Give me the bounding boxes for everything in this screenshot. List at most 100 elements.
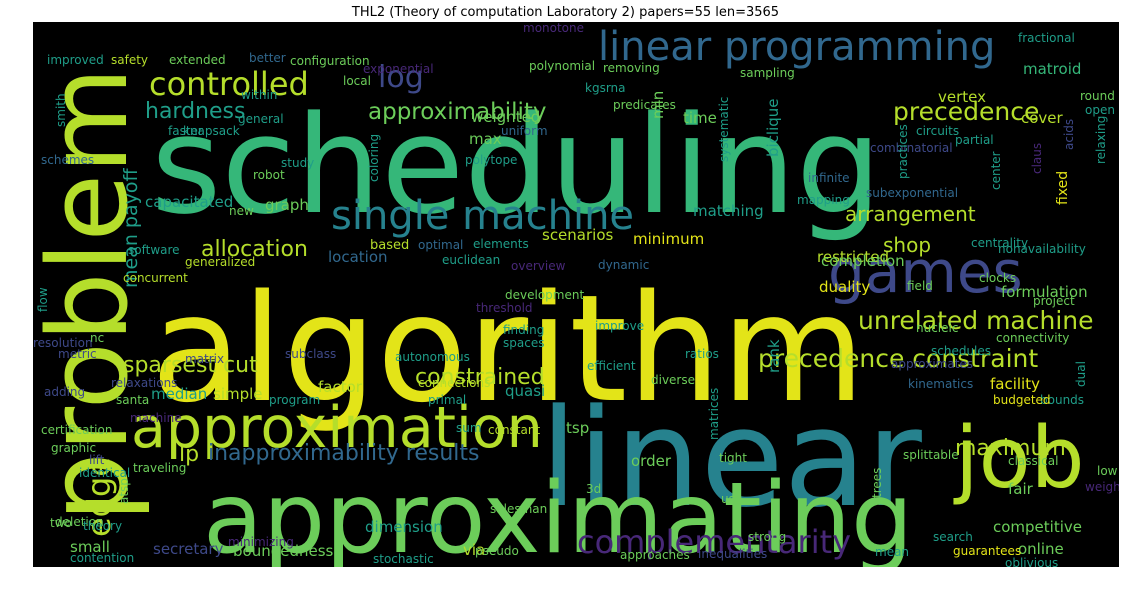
cloud-word: approaches <box>620 548 690 562</box>
cloud-word: time <box>683 109 717 127</box>
cloud-word: approximating <box>203 462 913 567</box>
cloud-word: tight <box>719 451 747 465</box>
cloud-word: mean <box>875 545 909 559</box>
cloud-word: sum <box>456 421 482 435</box>
cloud-word: spaces <box>503 336 544 350</box>
cloud-word: hardness <box>145 99 245 124</box>
cloud-word: connectivity <box>996 331 1069 345</box>
cloud-word: constrained <box>415 365 545 390</box>
cloud-word: fixed <box>1055 171 1071 205</box>
cloud-word: configuration <box>290 54 370 68</box>
cloud-word: nucleic <box>916 321 958 335</box>
cloud-word: based <box>370 238 409 253</box>
cloud-word: fair <box>1008 480 1034 498</box>
cloud-word: better <box>249 51 286 65</box>
cloud-word: certification <box>41 423 112 437</box>
cloud-word: inapproximability results <box>208 441 480 466</box>
cloud-word: round <box>1080 89 1115 103</box>
cloud-word: complementarity <box>577 523 851 561</box>
cloud-word: cover <box>1021 109 1064 127</box>
cloud-word: tsp <box>566 419 589 437</box>
cloud-word: combinatorial <box>870 141 953 155</box>
cloud-word: clocks <box>979 271 1016 285</box>
cloud-word: local <box>343 74 371 88</box>
cloud-word: schedules <box>931 344 991 358</box>
cloud-word: machine <box>130 411 182 425</box>
cloud-word: precedence <box>893 97 1039 126</box>
cloud-word: scenarios <box>542 226 614 244</box>
cloud-word: games <box>828 238 1023 306</box>
cloud-word: online <box>1018 540 1064 558</box>
cloud-word: mean payoff <box>120 168 142 288</box>
cloud-word: allocation <box>201 237 308 262</box>
cloud-word: ratios <box>685 347 719 361</box>
cloud-word: contention <box>70 551 134 565</box>
cloud-word: theory <box>83 519 122 533</box>
cloud-word: job <box>953 409 1085 508</box>
cloud-word: overview <box>511 259 566 273</box>
cloud-word: general <box>238 112 284 126</box>
cloud-word: two <box>50 516 72 530</box>
cloud-word: acids <box>1062 119 1076 150</box>
word-cloud-frame: scheduling algorithm problem linear approxim… <box>33 22 1119 567</box>
cloud-word: field <box>907 279 933 293</box>
cloud-word: traveling <box>133 461 186 475</box>
cloud-word: controlled <box>149 65 309 103</box>
cloud-word: elements <box>473 237 529 251</box>
cloud-word: biclique <box>764 98 782 157</box>
cloud-word: deletion <box>55 515 104 529</box>
cloud-word: edge <box>80 457 118 537</box>
cloud-word: order <box>631 452 672 470</box>
cloud-word: circuits <box>916 124 959 138</box>
cloud-word: facility <box>990 375 1040 393</box>
cloud-word: predicates <box>613 98 676 112</box>
cloud-word: matroid <box>1023 60 1081 78</box>
cloud-word: dimension <box>365 518 443 536</box>
cloud-word: generalized <box>185 255 255 269</box>
figure-title: THL2 (Theory of computation Laboratory 2… <box>351 5 780 20</box>
cloud-word: within <box>241 88 277 102</box>
cloud-word: splittable <box>903 448 959 462</box>
cloud-word: quasi <box>505 382 545 400</box>
cloud-word: coloring <box>367 134 381 182</box>
cloud-word: log <box>378 60 424 95</box>
cloud-word: 3d <box>586 482 601 496</box>
cloud-word: center <box>989 151 1003 190</box>
cloud-word: weighted <box>471 108 540 126</box>
cloud-word: adding <box>44 385 85 399</box>
cloud-word: development <box>505 288 584 302</box>
cloud-word: infinite <box>808 171 850 185</box>
cloud-word: rank <box>765 339 783 373</box>
cloud-word: low <box>1097 464 1118 478</box>
cloud-word: matrices <box>707 388 721 440</box>
cloud-word: polytope <box>465 153 517 167</box>
cloud-word: budgeted <box>993 393 1051 407</box>
cloud-word: centrality <box>971 236 1028 250</box>
cloud-word: metric <box>58 347 97 361</box>
cloud-word: arrangement <box>845 202 976 226</box>
cloud-word: robot <box>253 168 285 182</box>
cloud-word: efficient <box>587 359 636 373</box>
cloud-word: stochastic <box>373 552 434 566</box>
cloud-word: completion <box>821 252 905 270</box>
cloud-word: claus <box>1030 143 1044 174</box>
cloud-word: connections <box>418 376 490 390</box>
cloud-word: subexponential <box>866 186 958 200</box>
cloud-word: nonavailability <box>998 242 1086 256</box>
cloud-word: capacitated <box>145 193 233 211</box>
cloud-word: maximum <box>955 436 1066 461</box>
cloud-word: median <box>151 385 207 403</box>
cloud-word: faster <box>168 124 203 138</box>
cloud-word: kgsrna <box>585 81 626 95</box>
cloud-word: max <box>469 130 502 148</box>
cloud-word: small <box>70 538 110 556</box>
cloud-word: diverse <box>651 373 695 387</box>
cloud-word: lift <box>89 453 105 467</box>
cloud-word: monotone <box>523 22 584 35</box>
cloud-word: use <box>721 492 742 506</box>
cloud-word: minimizing <box>228 535 294 549</box>
cloud-word: systematic <box>717 97 731 162</box>
cloud-word: inequalities <box>698 547 767 561</box>
cloud-word: approximation <box>131 395 543 461</box>
cloud-word: open <box>1085 103 1115 117</box>
